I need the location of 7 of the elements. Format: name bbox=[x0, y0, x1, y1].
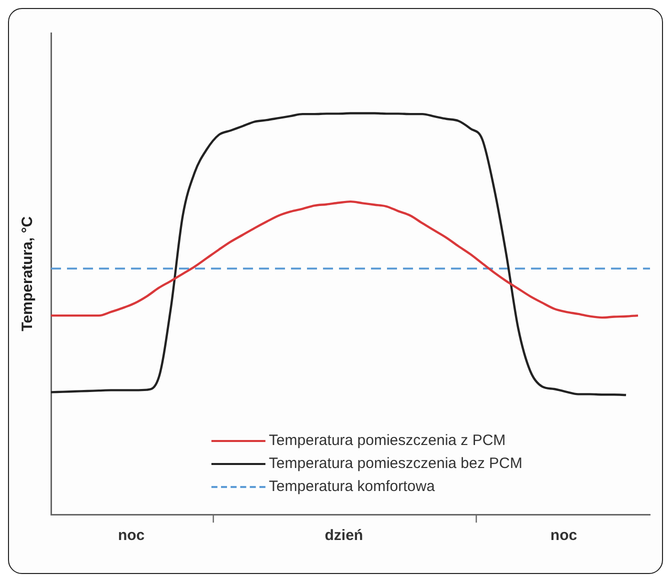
text: dzień bbox=[324, 527, 364, 544]
legend-label: Temperatura pomieszczenia z PCM bbox=[268, 432, 506, 449]
text: noc bbox=[118, 527, 145, 544]
y-axis-title: Temperatura, °C bbox=[19, 216, 36, 332]
text: noc bbox=[550, 527, 578, 544]
legend-label: Temperatura pomieszczenia bez PCM bbox=[268, 455, 522, 472]
legend-label: Temperatura komfortowa bbox=[268, 478, 435, 495]
